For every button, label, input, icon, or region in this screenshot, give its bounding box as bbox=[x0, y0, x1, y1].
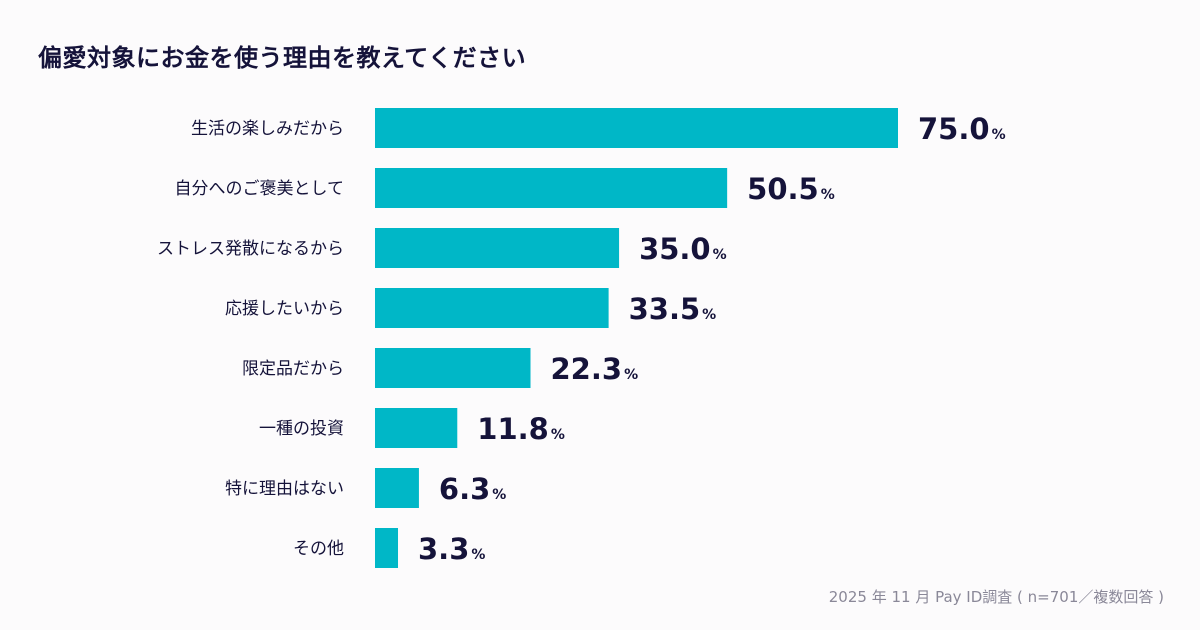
bar bbox=[375, 288, 609, 328]
value-label: 75.0% bbox=[918, 112, 1006, 146]
category-label: 限定品だから bbox=[242, 359, 344, 379]
bar bbox=[375, 528, 399, 568]
bar bbox=[375, 468, 419, 508]
value-label: 11.8% bbox=[477, 412, 565, 446]
value-label: 50.5% bbox=[747, 172, 835, 206]
survey-note: 2025 年 11 月 Pay ID調査 ( n=701／複数回答 ) bbox=[828, 588, 1164, 606]
category-label: 特に理由はない bbox=[225, 479, 344, 499]
chart-title: 偏愛対象にお金を使う理由を教えてください bbox=[38, 44, 527, 72]
bar bbox=[375, 168, 728, 208]
value-label: 6.3% bbox=[439, 472, 506, 506]
value-label: 22.3% bbox=[551, 352, 639, 386]
value-label: 33.5% bbox=[629, 292, 717, 326]
category-label: 応援したいから bbox=[225, 299, 344, 319]
value-label: 35.0% bbox=[639, 232, 727, 266]
bar bbox=[375, 408, 458, 448]
category-label: 一種の投資 bbox=[259, 419, 344, 439]
bar bbox=[375, 108, 898, 148]
bar bbox=[375, 348, 531, 388]
value-label: 3.3% bbox=[418, 532, 485, 566]
category-label: ストレス発散になるから bbox=[157, 239, 344, 259]
category-label: その他 bbox=[293, 539, 344, 559]
category-label: 生活の楽しみだから bbox=[191, 119, 344, 139]
bar bbox=[375, 228, 620, 268]
category-label: 自分へのご褒美として bbox=[175, 179, 345, 199]
